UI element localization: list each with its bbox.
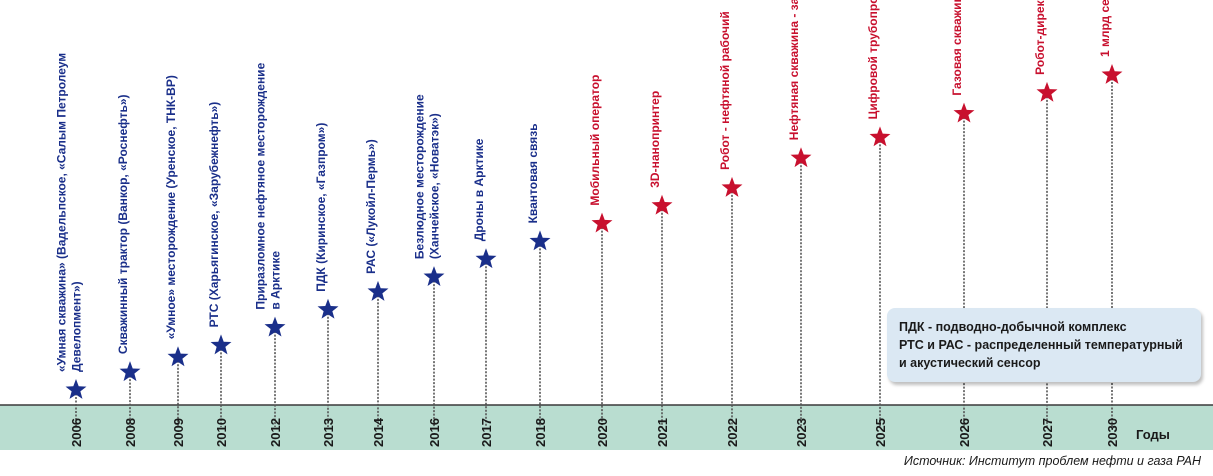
year-label-2025: 2025	[873, 418, 888, 447]
event-star-2026	[953, 102, 975, 123]
legend-line-1: ПДК - подводно-добычной комплекс	[899, 320, 1127, 334]
event-label-2016-2: (Ханчейское, «Новатэк»)	[428, 113, 442, 259]
legend-box: ПДК - подводно-добычной комплекс РТС и Р…	[887, 308, 1201, 382]
event-label-2023-1: Нефтяная скважина - завод	[787, 0, 801, 140]
year-label-2017: 2017	[479, 418, 494, 447]
event-star-2012	[264, 316, 286, 337]
event-label-2012-2: в Арктике	[269, 251, 283, 310]
year-label-2030: 2030	[1105, 418, 1120, 447]
year-label-2010: 2010	[214, 418, 229, 447]
event-star-2027	[1036, 81, 1058, 102]
year-label-2016: 2016	[427, 418, 442, 447]
event-label-2021-1: 3D-нанопринтер	[648, 91, 662, 188]
event-star-2013	[317, 298, 339, 319]
year-label-2009: 2009	[171, 418, 186, 447]
year-label-2013: 2013	[321, 418, 336, 447]
year-label-2018: 2018	[533, 418, 548, 447]
year-label-2012: 2012	[268, 418, 283, 447]
event-star-2025	[869, 126, 891, 147]
event-star-2018	[529, 230, 551, 251]
event-label-2009-1: «Умное» месторождение (Уренское, ТНК-ВР)	[164, 75, 178, 339]
event-label-2017-1: Дроны в Арктике	[472, 138, 486, 241]
event-label-2030-1: 1 млрд сенсоров в Арктике	[1098, 0, 1112, 57]
year-label-2014: 2014	[371, 417, 386, 447]
event-label-2020-1: Мобильный оператор	[588, 75, 602, 206]
event-label-2012-1: Приразломное нефтяное месторождение	[254, 62, 268, 309]
event-star-2023	[790, 147, 812, 168]
event-label-2018-1: Квантовая связь	[526, 123, 540, 223]
event-label-2026-1: Газовая скважина - завод	[950, 0, 964, 96]
event-star-2022	[721, 176, 743, 197]
event-label-2027-1: Робот-директор	[1033, 0, 1047, 75]
legend-line-2: РТС и РАС - распределенный температурный	[899, 338, 1183, 352]
event-star-2009	[167, 346, 189, 367]
event-label-2010-1: РТС (Харьягинское, «Зарубежнефть»)	[207, 102, 221, 328]
year-label-2006: 2006	[69, 418, 84, 447]
event-label-2025-1: Цифровой трубопровод	[866, 0, 880, 119]
year-label-2022: 2022	[725, 418, 740, 447]
year-label-2023: 2023	[794, 418, 809, 447]
event-star-2030	[1101, 64, 1123, 84]
event-star-2010	[210, 334, 232, 355]
event-star-2006	[65, 379, 87, 399]
year-label-2020: 2020	[595, 418, 610, 447]
event-star-2014	[367, 280, 389, 301]
event-star-2016	[423, 266, 445, 286]
legend-line-3: и акустический сенсор	[899, 356, 1041, 370]
year-label-2027: 2027	[1040, 418, 1055, 447]
event-star-2021	[651, 194, 673, 215]
year-label-2008: 2008	[123, 418, 138, 447]
event-star-2020	[591, 212, 613, 233]
year-label-2021: 2021	[655, 418, 670, 447]
event-label-2022-1: Робот - нефтяной рабочий	[718, 11, 732, 170]
axis-band	[0, 405, 1213, 450]
source-note: Источник: Институт проблем нефти и газа …	[903, 454, 1201, 468]
event-star-2017	[475, 248, 497, 269]
year-label-2026: 2026	[957, 418, 972, 447]
event-star-2008	[119, 361, 141, 382]
event-label-2016-1: Безлюдное месторождение	[413, 94, 427, 259]
axis-title: Годы	[1136, 427, 1170, 442]
event-label-2006-2: Девелопмент»)	[70, 281, 84, 372]
event-label-2006-1: «Умная скважина» (Вадельпское, «Салым Пе…	[55, 53, 69, 372]
event-label-2008-1: Скважинный трактор (Ванкор, «Роснефть»)	[116, 94, 130, 354]
event-label-2013-1: ПДК (Киринское, «Газпром»)	[314, 123, 328, 292]
event-label-2014-1: РАС («Лукойл-Пермь»)	[364, 139, 378, 274]
